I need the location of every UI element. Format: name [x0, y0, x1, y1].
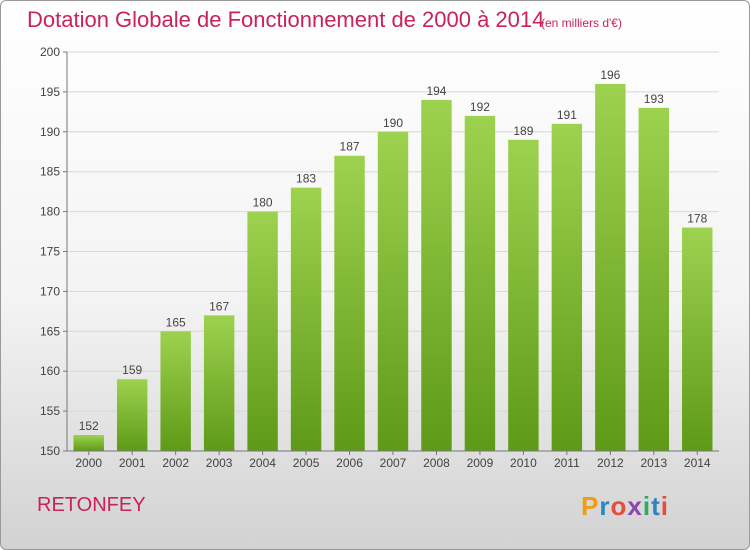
x-tick-label: 2003 — [206, 456, 233, 470]
x-tick-label: 2001 — [119, 456, 146, 470]
bar-2004 — [247, 211, 278, 451]
logo-letter: x — [627, 491, 643, 521]
y-tick-label: 160 — [40, 364, 60, 378]
logo-letter: o — [610, 491, 628, 521]
x-tick-label: 2009 — [467, 456, 494, 470]
logo-letter: r — [599, 491, 611, 521]
bar-2010 — [508, 139, 539, 451]
chart-title: Dotation Globale de Fonctionnement de 20… — [27, 7, 545, 32]
y-tick-label: 175 — [40, 245, 60, 259]
bar-2011 — [551, 123, 583, 451]
x-tick-label: 2013 — [640, 456, 667, 470]
x-tick-label: 2014 — [684, 456, 711, 470]
bar-2006 — [334, 155, 365, 452]
bar-2000 — [73, 435, 104, 451]
y-tick-label: 150 — [40, 444, 60, 458]
bar-value-label: 190 — [383, 116, 403, 130]
x-tick-label: 2002 — [162, 456, 189, 470]
x-tick-label: 2006 — [336, 456, 363, 470]
bar-2014 — [682, 227, 713, 451]
bar-2007 — [377, 131, 409, 452]
logo-letter: t — [651, 491, 661, 521]
x-tick-label: 2007 — [380, 456, 407, 470]
bar-2001 — [116, 379, 148, 451]
bar-value-label: 159 — [122, 363, 142, 377]
place-name: RETONFEY — [37, 494, 146, 516]
y-tick-label: 155 — [40, 404, 60, 418]
bar-value-label: 183 — [296, 172, 316, 186]
bar-value-label: 187 — [340, 140, 360, 154]
x-tick-label: 2000 — [75, 456, 102, 470]
bar-2013 — [638, 107, 670, 452]
x-tick-label: 2008 — [423, 456, 450, 470]
x-tick-label: 2010 — [510, 456, 537, 470]
bar-value-label: 196 — [600, 68, 620, 82]
x-tick-label: 2012 — [597, 456, 624, 470]
bar-value-label: 165 — [166, 315, 186, 329]
bar-2005 — [290, 187, 322, 451]
bar-value-label: 152 — [79, 419, 99, 433]
y-tick-label: 185 — [40, 165, 60, 179]
logo-letter: i — [642, 491, 652, 521]
bar-2009 — [464, 115, 496, 451]
x-tick-label: 2011 — [554, 456, 580, 470]
bar-value-label: 189 — [513, 124, 533, 138]
bar-value-label: 178 — [687, 212, 707, 226]
y-tick-label: 165 — [40, 324, 60, 338]
bar-value-label: 191 — [557, 108, 577, 122]
y-tick-label: 180 — [40, 205, 60, 219]
bar-value-label: 193 — [644, 92, 664, 106]
bar-2002 — [160, 331, 191, 451]
bar-2012 — [595, 83, 626, 452]
logo-letter: P — [581, 491, 600, 521]
y-tick-label: 190 — [40, 125, 60, 139]
x-tick-label: 2005 — [293, 456, 320, 470]
bar-value-label: 192 — [470, 100, 490, 114]
bar-value-label: 167 — [209, 299, 229, 313]
logo-letter: i — [660, 491, 669, 521]
chart-subtitle: (en milliers d'€) — [541, 16, 622, 30]
bar-value-label: 194 — [426, 84, 446, 98]
bar-value-label: 180 — [253, 196, 273, 210]
y-tick-label: 170 — [40, 284, 60, 298]
proxiti-logo[interactable]: Proxiti — [581, 491, 669, 522]
bar-2008 — [421, 99, 452, 451]
y-tick-label: 195 — [40, 85, 60, 99]
y-tick-label: 200 — [40, 45, 60, 59]
bar-2003 — [203, 315, 235, 451]
x-tick-label: 2004 — [249, 456, 276, 470]
